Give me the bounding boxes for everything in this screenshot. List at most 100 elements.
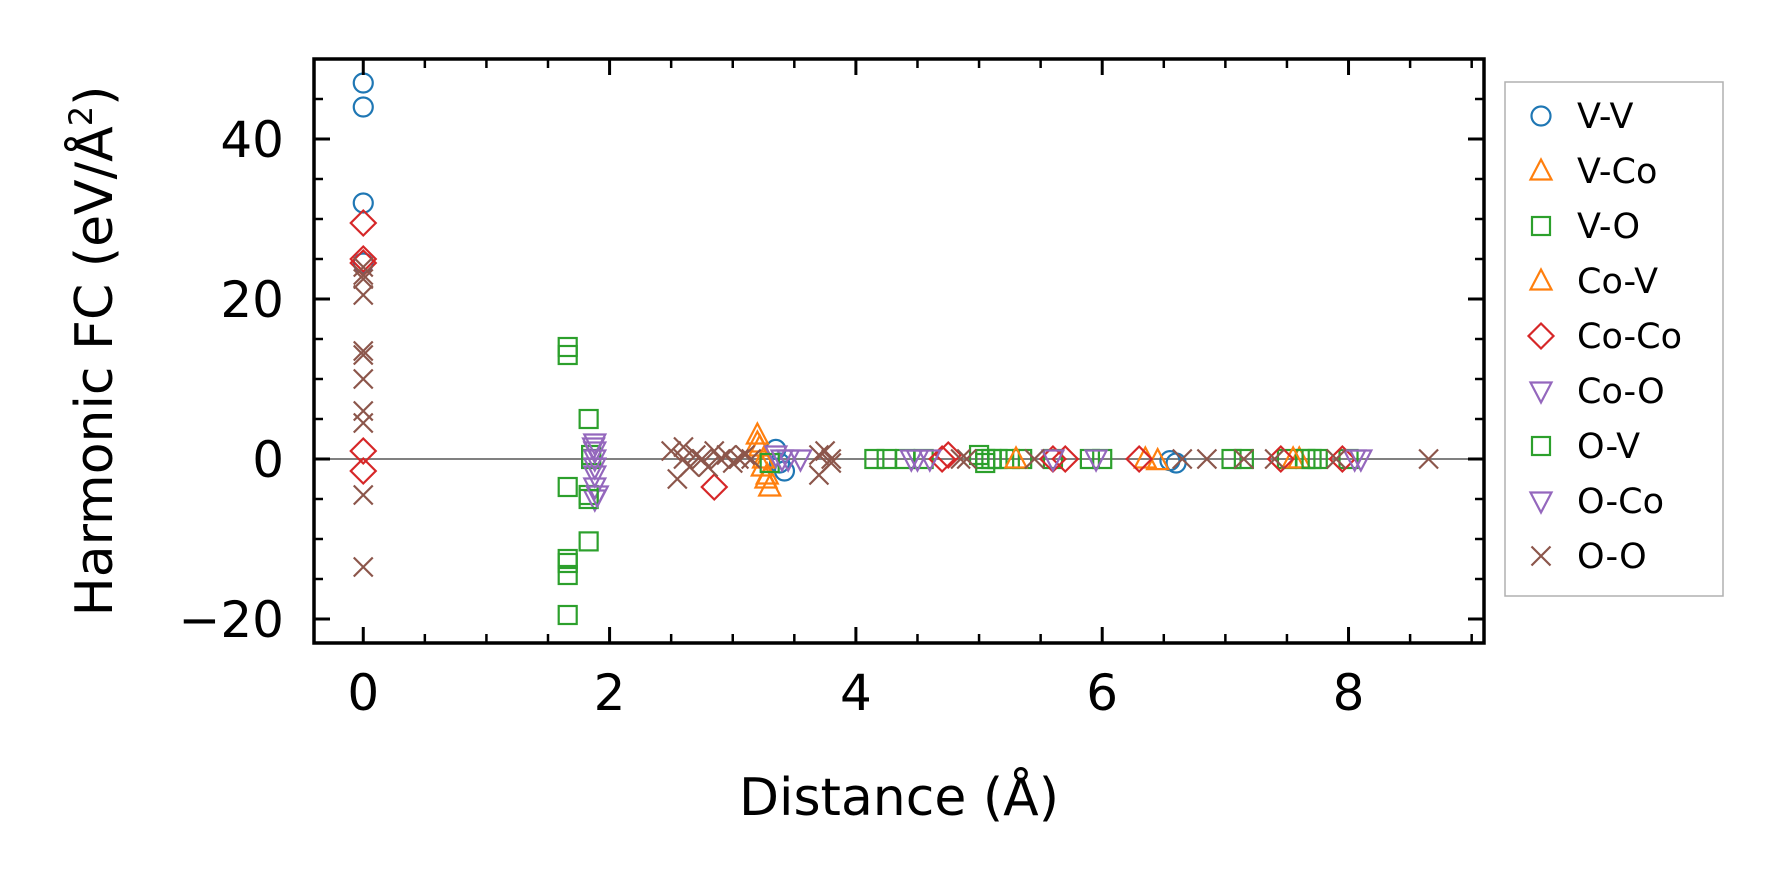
point-O-O xyxy=(1264,448,1285,470)
x-tick-label: 0 xyxy=(347,664,379,722)
point-O-O xyxy=(740,448,762,470)
point-V-V xyxy=(352,96,374,118)
point-Co-V xyxy=(1280,445,1306,469)
legend-marker-V-V xyxy=(1530,105,1552,127)
point-O-O xyxy=(1233,448,1255,470)
legend-entry: V-Co xyxy=(1528,152,1657,192)
legend-label: O-O xyxy=(1577,537,1647,577)
legend-entry: V-V xyxy=(1530,97,1633,137)
point-V-V xyxy=(352,192,374,214)
point-O-Co xyxy=(905,449,930,473)
legend-label: Co-Co xyxy=(1577,317,1682,357)
point-Co-O xyxy=(788,449,813,473)
point-V-O xyxy=(557,564,578,586)
point-O-Co xyxy=(1040,449,1066,473)
point-Co-O xyxy=(1083,449,1109,473)
legend-entry: V-O xyxy=(1530,207,1640,247)
point-Co-V xyxy=(753,465,779,489)
point-O-O xyxy=(352,368,374,390)
axes-frame xyxy=(312,57,1486,645)
point-O-Co xyxy=(584,485,610,509)
legend-entry: Co-V xyxy=(1528,262,1658,302)
legend-marker-O-Co xyxy=(1528,491,1554,515)
point-O-O xyxy=(1325,448,1347,470)
legend-entry: O-O xyxy=(1530,537,1647,577)
point-O-V xyxy=(975,448,996,470)
y-tick-label: −20 xyxy=(178,591,284,649)
legend-label: V-Co xyxy=(1577,152,1657,192)
legend-label: O-V xyxy=(1577,427,1640,467)
point-V-O xyxy=(557,604,578,626)
legend-marker-V-O xyxy=(1530,215,1552,237)
point-Co-O xyxy=(582,449,608,473)
point-Co-V xyxy=(1003,445,1029,469)
point-O-O xyxy=(352,484,374,506)
point-V-O xyxy=(557,552,578,574)
series-O-O xyxy=(352,256,1439,578)
x-tick-label: 6 xyxy=(1086,664,1118,722)
point-Co-Co xyxy=(1125,444,1154,474)
point-O-V xyxy=(557,548,578,570)
y-axis-title-main: Harmonic FC (eV/Å xyxy=(63,126,125,617)
point-O-O xyxy=(1418,448,1439,470)
y-tick-label: 20 xyxy=(220,271,284,329)
legend-label: Co-V xyxy=(1577,262,1658,302)
point-O-O xyxy=(352,344,374,366)
point-V-Co xyxy=(751,445,776,469)
legend-label: V-V xyxy=(1577,97,1633,137)
legend-marker-O-O xyxy=(1530,545,1552,567)
point-Co-O xyxy=(582,477,608,501)
point-O-O xyxy=(734,444,756,466)
point-O-O xyxy=(950,448,971,470)
point-O-O xyxy=(808,464,830,486)
series-V-V xyxy=(352,72,1187,482)
point-V-O xyxy=(557,476,578,498)
point-O-O xyxy=(1171,448,1193,470)
point-O-O xyxy=(352,412,374,434)
y-axis-title-superscript: 2 xyxy=(62,106,100,126)
legend-marker-Co-O xyxy=(1528,381,1554,405)
y-tick-label: 0 xyxy=(252,431,284,489)
legend-marker-V-Co xyxy=(1528,157,1554,181)
legend-label: V-O xyxy=(1577,207,1640,247)
legend-entry: Co-O xyxy=(1528,372,1665,412)
point-Co-Co xyxy=(349,244,378,274)
legend-marker-Co-V xyxy=(1528,267,1554,291)
point-Co-Co xyxy=(1328,444,1357,474)
legend-entry: O-V xyxy=(1530,427,1640,467)
point-O-O xyxy=(956,448,978,470)
x-axis-title: Distance (Å) xyxy=(739,766,1059,828)
point-Co-Co xyxy=(349,436,378,466)
legend-entry: O-Co xyxy=(1528,482,1664,522)
x-tick-label: 2 xyxy=(594,664,626,722)
point-V-O xyxy=(1221,448,1242,470)
x-tick-label: 4 xyxy=(840,664,872,722)
legend-label: Co-O xyxy=(1577,372,1665,412)
point-V-O xyxy=(1233,448,1254,470)
point-O-Co xyxy=(769,449,795,473)
point-Co-Co xyxy=(349,208,378,238)
point-O-O xyxy=(808,444,830,466)
point-Co-Co xyxy=(1051,444,1080,474)
legend-marker-O-V xyxy=(1530,435,1552,457)
point-V-O xyxy=(578,408,599,430)
point-O-O xyxy=(352,264,374,286)
point-O-O xyxy=(660,440,682,462)
point-V-Co xyxy=(745,421,770,445)
y-tick-label: 40 xyxy=(220,111,284,169)
point-V-O xyxy=(578,531,599,552)
point-Co-Co xyxy=(1266,444,1295,474)
series-O-Co xyxy=(581,437,1368,509)
legend: V-V V-Co V-O Co-V Co-Co Co-O O-V O-Co O-O xyxy=(1526,97,1682,577)
y-axis-title-close: ) xyxy=(65,86,125,106)
point-Co-O xyxy=(917,449,943,473)
legend-label: O-Co xyxy=(1577,482,1664,522)
x-tick-label: 8 xyxy=(1333,664,1365,722)
point-O-O xyxy=(352,340,374,362)
point-O-O xyxy=(1024,448,1045,470)
point-V-O xyxy=(987,448,1008,470)
legend-entry: Co-Co xyxy=(1526,317,1682,357)
point-O-O xyxy=(820,448,842,470)
point-Co-O xyxy=(582,465,608,489)
y-axis-title: Harmonic FC (eV/Å2) xyxy=(62,86,125,617)
